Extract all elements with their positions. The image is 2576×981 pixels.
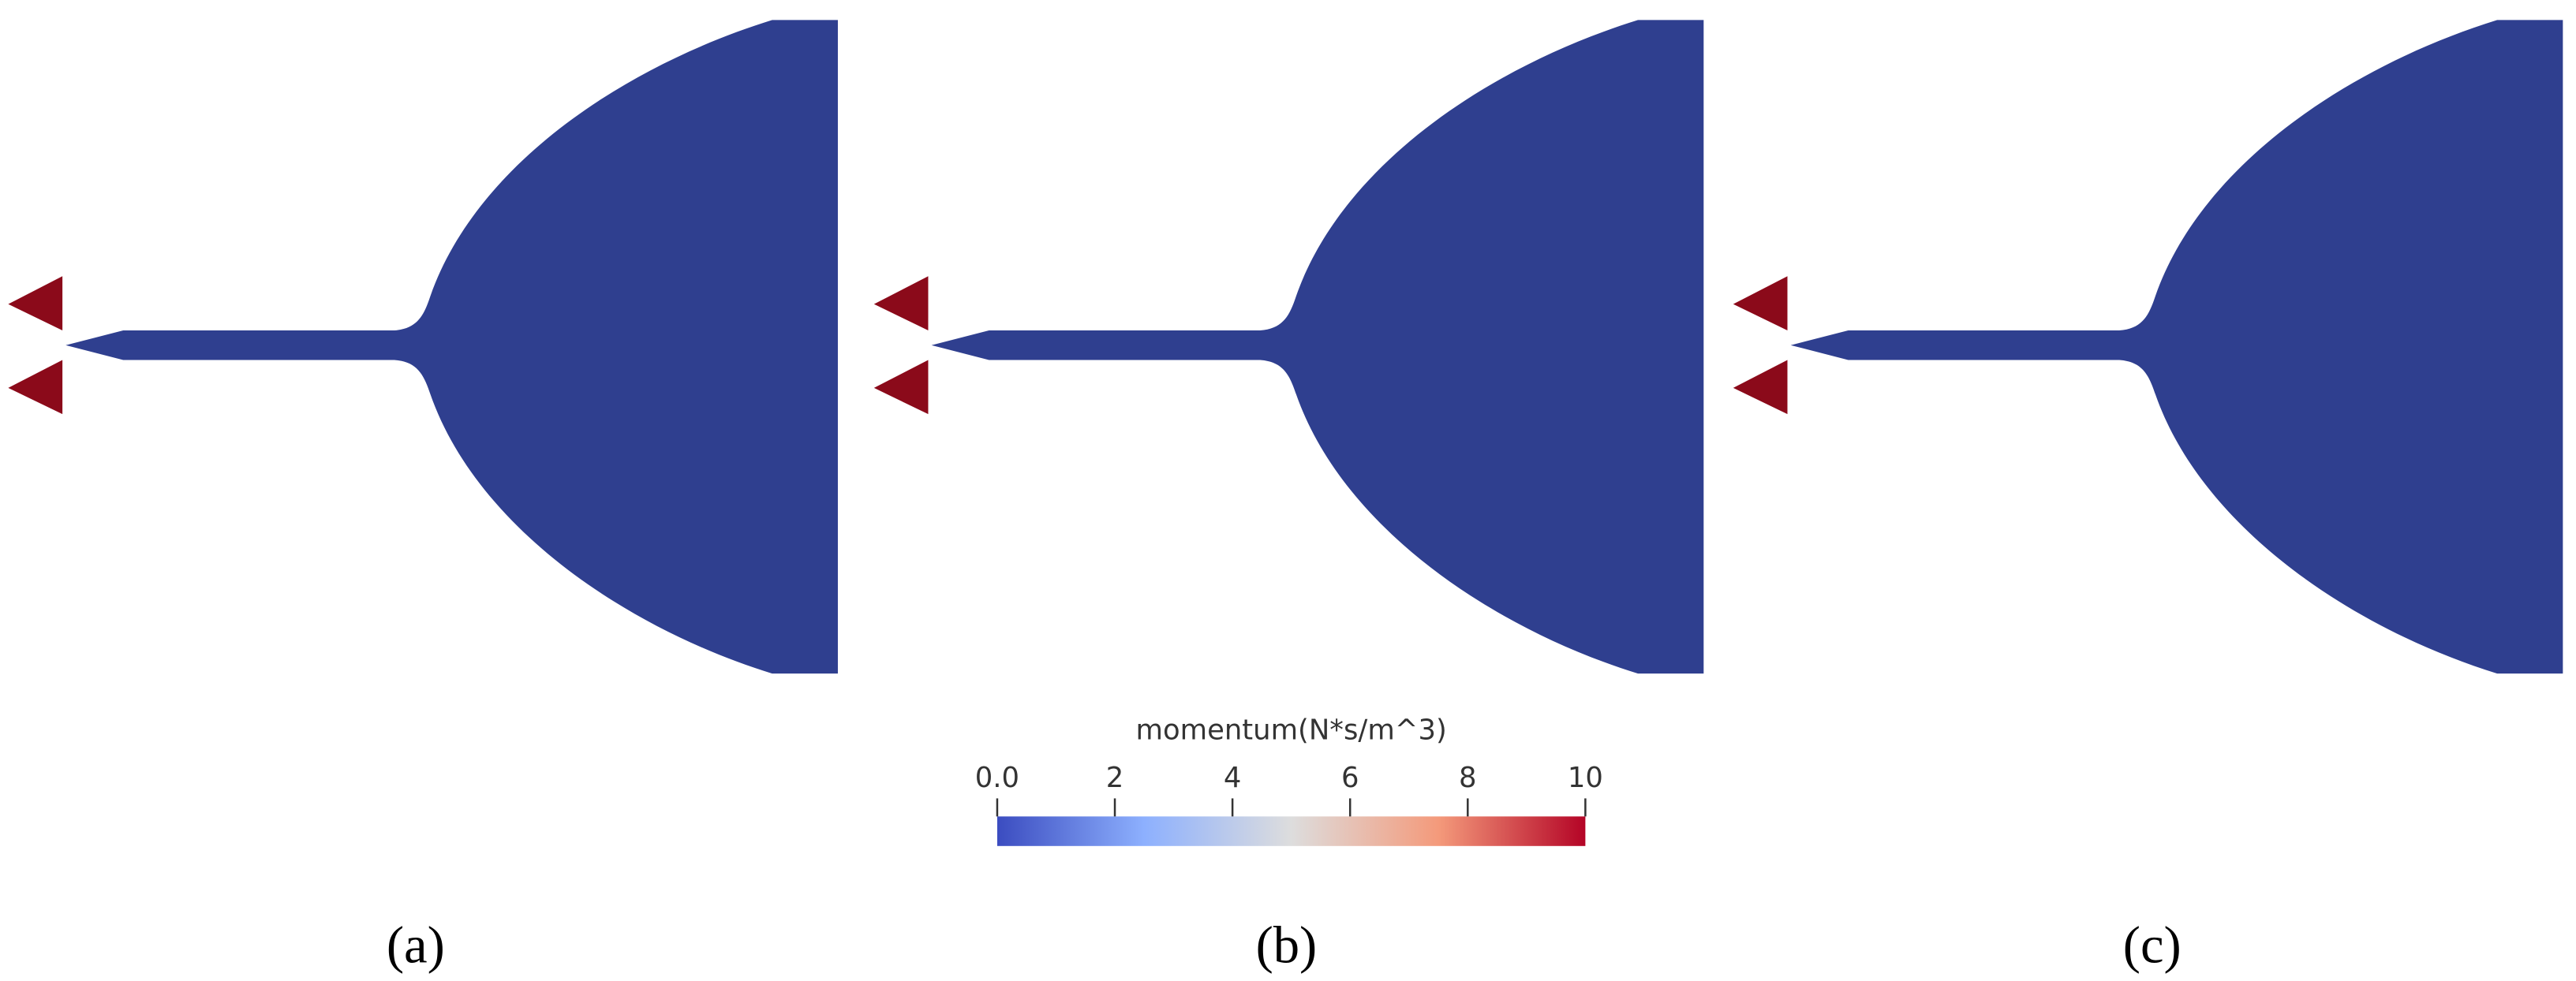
tick-label: 4 — [1224, 762, 1242, 794]
inlet — [873, 276, 929, 330]
tick-label: 10 — [1568, 762, 1603, 794]
panel-label: (b) — [1256, 917, 1318, 975]
inlet — [873, 360, 929, 415]
inlet — [1733, 360, 1788, 415]
panel — [8, 20, 838, 674]
inlet — [8, 360, 63, 415]
inlet — [8, 276, 63, 330]
panel-label: (c) — [2123, 917, 2182, 975]
tick-label: 0.0 — [975, 762, 1019, 794]
panel — [873, 20, 1704, 674]
fluid-domain — [1790, 20, 2563, 674]
panel — [1733, 20, 2563, 674]
colorbar-title: momentum(N*s/m^3) — [1136, 714, 1447, 746]
colorbar — [996, 816, 1586, 846]
tick-label: 2 — [1106, 762, 1124, 794]
panel-label: (a) — [387, 917, 445, 975]
tick-label: 8 — [1459, 762, 1477, 794]
fluid-domain — [931, 20, 1704, 674]
fluid-domain — [65, 20, 838, 674]
tick-label: 6 — [1341, 762, 1359, 794]
inlet — [1733, 276, 1788, 330]
